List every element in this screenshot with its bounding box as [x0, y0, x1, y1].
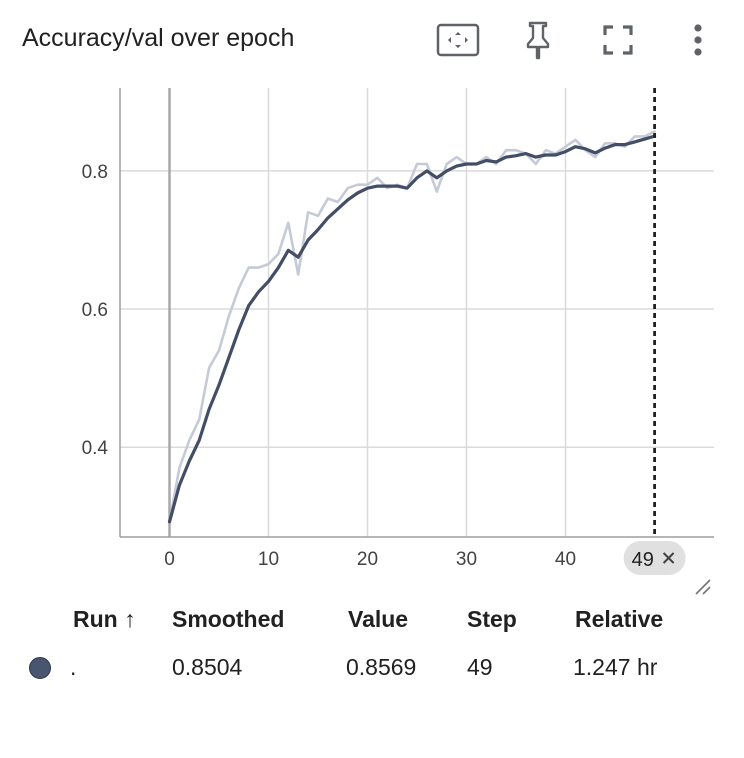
y-tick-labels: 0.4 0.6 0.8	[82, 162, 109, 459]
x-tick-label: 10	[258, 549, 279, 570]
pin-button[interactable]	[516, 20, 560, 60]
more-options-button[interactable]	[676, 20, 720, 60]
card-title: Accuracy/val over epoch	[22, 24, 295, 52]
run-color-swatch[interactable]	[29, 657, 51, 679]
close-icon[interactable]	[662, 552, 675, 564]
hover-step-chip[interactable]: 49	[623, 541, 686, 575]
x-tick-labels: 0 10 20 30 40	[164, 549, 576, 570]
column-header-value[interactable]: Value	[348, 606, 409, 632]
x-tick-label: 40	[555, 549, 576, 570]
relative-time: 1.247 hr	[573, 654, 658, 680]
column-header-relative[interactable]: Relative	[575, 606, 664, 632]
x-tick-label: 30	[456, 549, 477, 570]
smoothed-value: 0.8504	[172, 654, 243, 680]
series-layer	[167, 130, 657, 524]
fit-to-data-button[interactable]	[436, 20, 480, 60]
x-tick-label: 20	[357, 549, 378, 570]
step-value: 49	[467, 654, 493, 680]
y-tick-label: 0.6	[82, 300, 108, 321]
column-header-run[interactable]: Run ↑	[73, 606, 136, 632]
fit-to-data-icon	[436, 23, 480, 57]
series-line-raw	[168, 130, 656, 524]
grid	[120, 88, 714, 537]
resize-handle-icon[interactable]	[694, 578, 712, 596]
raw-value: 0.8569	[346, 654, 417, 680]
hover-chip-background	[623, 541, 686, 575]
line-chart[interactable]: 0.4 0.6 0.8 0 10 20 30 40 49	[0, 0, 744, 600]
fullscreen-icon	[603, 25, 633, 55]
fullscreen-button[interactable]	[596, 20, 640, 60]
hover-step-label: 49	[632, 549, 654, 571]
column-header-step[interactable]: Step	[467, 606, 517, 632]
y-tick-label: 0.4	[82, 438, 109, 459]
series-line-smoothed	[167, 134, 657, 524]
pin-icon	[526, 21, 550, 60]
column-header-smoothed[interactable]: Smoothed	[172, 606, 285, 632]
run-name: .	[70, 654, 77, 680]
y-tick-label: 0.8	[82, 162, 108, 183]
more-vertical-icon	[694, 24, 702, 56]
x-tick-label: 0	[164, 549, 175, 570]
